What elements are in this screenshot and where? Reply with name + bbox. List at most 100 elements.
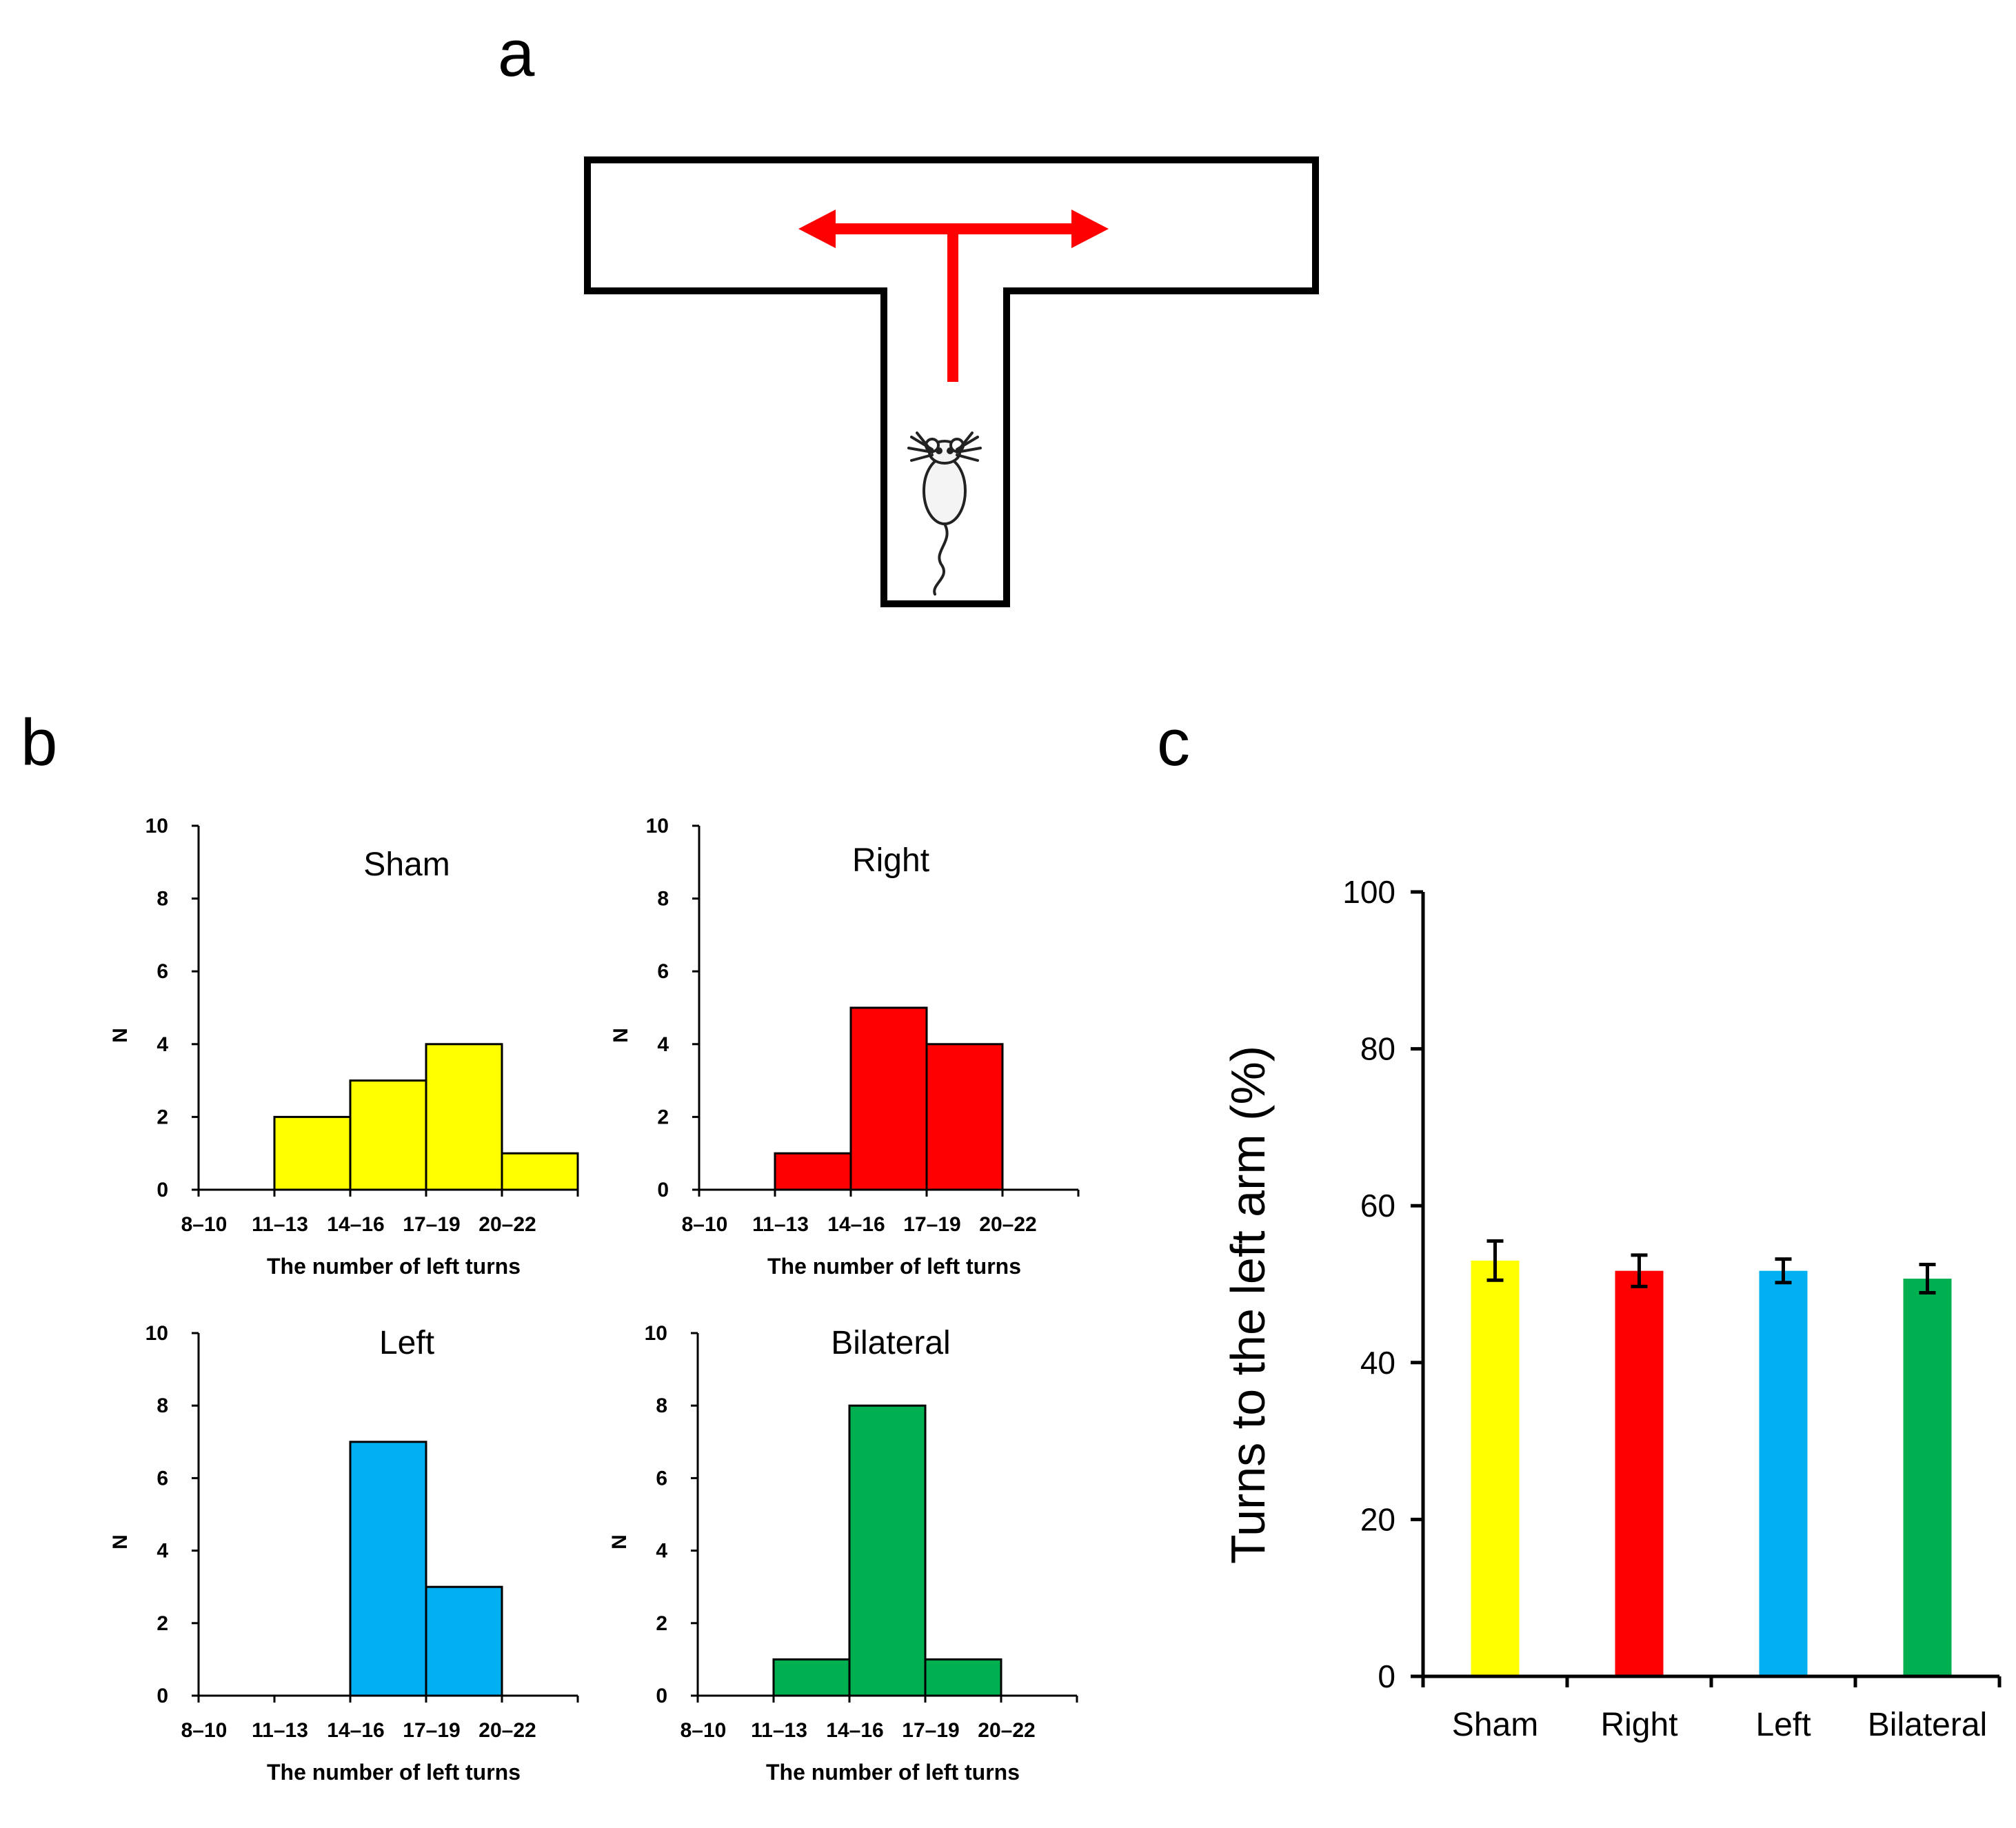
y-axis-label: Turns to the left arm (%): [1221, 1046, 1275, 1564]
hist-bar: [425, 1043, 503, 1191]
category-label: 8–10: [682, 1213, 728, 1236]
x-axis-label: The number of left turns: [766, 1760, 1020, 1785]
category-label: Bilateral: [1868, 1707, 1987, 1743]
x-axis-label: The number of left turns: [767, 1254, 1021, 1279]
bar: [1615, 1270, 1664, 1676]
histogram-title: Bilateral: [831, 1325, 950, 1361]
histogram-left: 0 2 4 6 8 10 8–10 11–13 14–16 17–19 20–22 The numbe…: [109, 1322, 579, 1785]
histogram-title: Right: [852, 842, 929, 879]
category-label: 20–22: [979, 1213, 1036, 1236]
y-tick-label: 10: [646, 815, 669, 837]
category-label: 20–22: [478, 1719, 536, 1742]
y-tick-label: 6: [157, 960, 168, 983]
category-label: 14–16: [327, 1719, 384, 1742]
category-label: 8–10: [181, 1213, 228, 1236]
y-axis-label: N: [109, 1028, 132, 1043]
y-tick-label: 6: [656, 1467, 667, 1490]
category-label: 14–16: [826, 1719, 883, 1742]
hist-bar: [349, 1441, 427, 1697]
mouse-whiskers-left: [907, 431, 934, 462]
mouse-eye-left: [936, 447, 943, 454]
y-tick-label: 2: [657, 1106, 669, 1128]
y-axis-label: N: [609, 1028, 632, 1043]
category-label: 17–19: [903, 1213, 960, 1236]
y-tick-label: 6: [657, 960, 669, 983]
category-label: 17–19: [403, 1719, 460, 1742]
y-tick-label: 0: [657, 1179, 669, 1201]
panel-letter-b: b: [21, 706, 57, 780]
y-tick-label: 4: [657, 1033, 669, 1056]
hist-bar: [425, 1585, 503, 1697]
y-tick-label: 100: [1342, 874, 1395, 910]
y-tick-label: 4: [656, 1540, 667, 1563]
right-arrowhead-icon: [1071, 210, 1109, 248]
y-tick-label: 10: [145, 815, 168, 837]
y-axis-label: N: [608, 1534, 631, 1550]
y-tick-label: 8: [657, 888, 669, 911]
histogram-bilateral: 0 2 4 6 8 10 8–10 11–13 14–16 17–19 20–22 The numbe…: [608, 1322, 1078, 1785]
y-axis-label: N: [109, 1534, 132, 1550]
category-label: 17–19: [902, 1719, 959, 1742]
y-tick-label: 40: [1360, 1345, 1395, 1381]
category-label: 11–13: [752, 1213, 809, 1236]
y-tick-label: 10: [145, 1322, 168, 1345]
histogram-right: 0 2 4 6 8 10 8–10 11–13 14–16 17–19 20–22 The numbe…: [609, 815, 1080, 1279]
mouse-body: [923, 456, 967, 525]
t-maze-outline: [584, 156, 1319, 607]
panel-letter-c: c: [1157, 706, 1190, 780]
category-label: 11–13: [252, 1719, 308, 1742]
category-label: 11–13: [252, 1213, 308, 1236]
hist-bar: [925, 1043, 1004, 1191]
y-tick-label: 0: [157, 1685, 168, 1707]
direction-arrows: [798, 210, 1109, 382]
y-tick-label: 2: [157, 1106, 168, 1128]
mouse-icon: [907, 431, 982, 596]
y-tick-label: 0: [157, 1179, 168, 1201]
mouse-whiskers-right: [956, 431, 982, 462]
y-tick-label: 60: [1360, 1188, 1395, 1223]
category-label: Left: [1755, 1707, 1811, 1743]
histogram-title: Sham: [363, 846, 450, 883]
y-tick-label: 8: [656, 1394, 667, 1417]
y-tick-label: 20: [1360, 1501, 1395, 1537]
y-tick-label: 10: [645, 1322, 667, 1345]
category-label: 20–22: [478, 1213, 536, 1236]
category-label: 11–13: [751, 1719, 807, 1742]
category-label: 8–10: [181, 1719, 228, 1742]
category-label: 17–19: [403, 1213, 460, 1236]
histogram-sham: 0 2 4 6 8 10 8–10 11–13 14–16 17–19 20–22 The numbe…: [109, 815, 579, 1279]
hist-bar: [924, 1658, 1002, 1697]
y-tick-label: 0: [656, 1685, 667, 1707]
y-tick-label: 0: [1378, 1658, 1395, 1694]
mouse-eye-right: [947, 447, 954, 454]
category-label: Sham: [1452, 1707, 1538, 1743]
histogram-title: Left: [379, 1325, 434, 1361]
y-tick-label: 6: [157, 1467, 168, 1490]
category-label: 8–10: [681, 1719, 727, 1742]
y-tick-label: 8: [157, 888, 168, 911]
left-arrowhead-icon: [798, 210, 836, 248]
hist-bar: [349, 1079, 427, 1191]
y-tick-label: 8: [157, 1394, 168, 1417]
category-label: 20–22: [978, 1719, 1035, 1742]
category-label: 14–16: [327, 1213, 384, 1236]
bar: [1471, 1260, 1520, 1676]
hist-bar: [273, 1115, 352, 1191]
bar-chart-left-arm: Sham Right Left Bilateral 0 20 40 60 80 100 Turns …: [1221, 874, 2002, 1743]
t-maze-diagram: [584, 156, 1319, 607]
y-tick-label: 4: [157, 1033, 168, 1056]
category-label: 14–16: [827, 1213, 885, 1236]
hist-bar: [774, 1152, 852, 1191]
hist-bar: [501, 1152, 579, 1191]
y-tick-label: 80: [1360, 1031, 1395, 1067]
y-tick-label: 2: [656, 1612, 667, 1635]
bar: [1759, 1270, 1808, 1676]
y-tick-label: 4: [157, 1540, 168, 1563]
x-axis-label: The number of left turns: [267, 1254, 521, 1279]
mouse-tail: [933, 522, 949, 596]
y-tick-label: 2: [157, 1612, 168, 1635]
hist-bar: [848, 1404, 927, 1697]
panel-letter-a: a: [498, 17, 535, 90]
x-axis-label: The number of left turns: [267, 1760, 521, 1785]
